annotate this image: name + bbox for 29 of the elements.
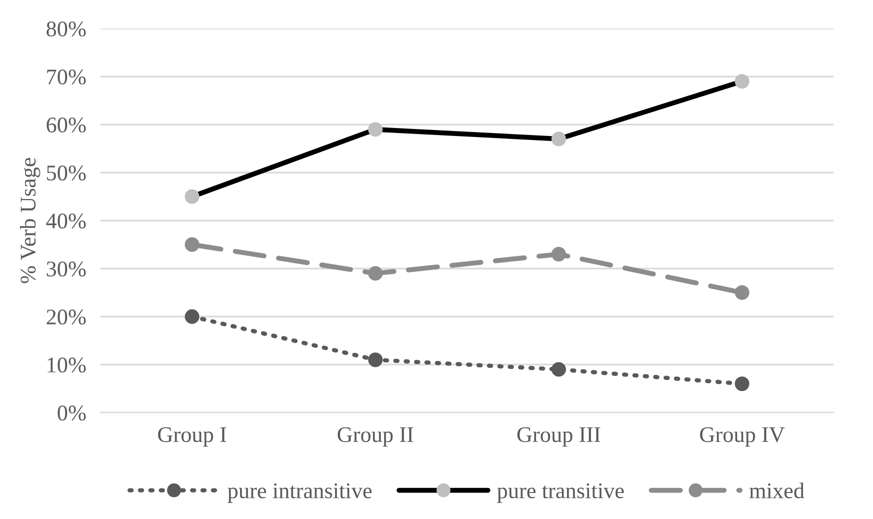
x-tick-label: Group II [338,427,414,447]
point [734,74,750,89]
point [734,376,750,392]
y-tick-label: 10% [48,358,86,373]
y-tick-label: 30% [46,262,86,277]
point [368,266,383,281]
y-axis-title: % Verb Usage [20,158,40,284]
x-tick-label: Group I [158,427,226,447]
y-tick-label: 0% [58,406,86,421]
point [551,132,566,146]
y-tick-label: 40% [46,214,86,229]
point [368,352,383,368]
y-tick-label: 20% [46,310,86,325]
x-tick-label: Group IV [700,427,785,447]
legend-label: pure intransitive [228,483,372,503]
point [551,246,566,262]
legend-label: pure transitive [497,483,624,503]
y-tick-label: 60% [46,117,86,133]
legend-label: mixed [749,482,804,498]
point [551,362,566,377]
y-tick-label: 80% [46,21,86,37]
point [184,309,200,324]
x-tick-label: Group III [517,427,600,447]
y-tick-label: 50% [47,166,86,181]
point [734,285,750,300]
point [368,122,383,137]
point [184,189,200,204]
y-tick-label: 70% [47,69,86,85]
point [184,237,200,252]
